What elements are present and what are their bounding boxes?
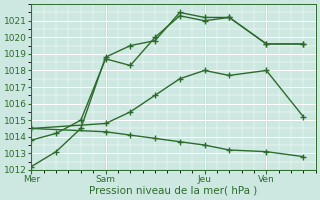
X-axis label: Pression niveau de la mer( hPa ): Pression niveau de la mer( hPa ) xyxy=(90,186,258,196)
